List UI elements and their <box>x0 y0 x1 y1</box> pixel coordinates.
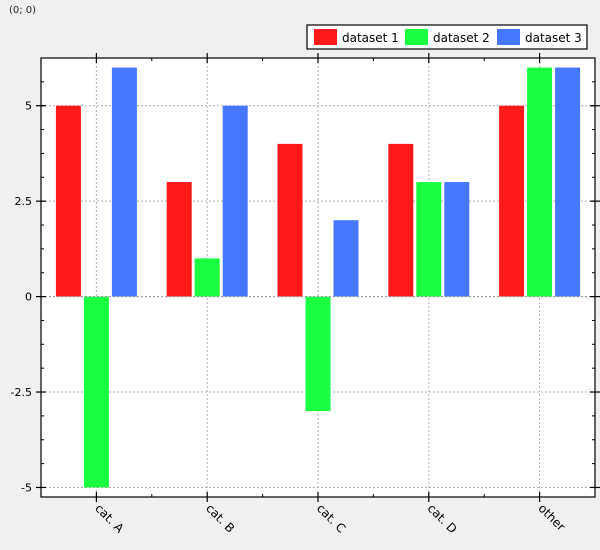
legend-label: dataset 3 <box>525 31 582 45</box>
legend-swatch <box>405 29 428 45</box>
legend-swatch <box>497 29 520 45</box>
legend-swatch <box>314 29 337 45</box>
y-tick-label: 5 <box>25 100 32 113</box>
coordinate-readout: (0; 0) <box>9 5 37 16</box>
legend-label: dataset 2 <box>433 31 490 45</box>
bar-dataset-3-4 <box>555 67 581 297</box>
bar-dataset-1-3 <box>388 143 414 297</box>
bar-dataset-1-0 <box>55 105 81 297</box>
legend-box <box>306 24 588 50</box>
bar-dataset-3-1 <box>222 105 248 297</box>
y-tick-label: 0 <box>25 291 32 304</box>
bar-dataset-2-3 <box>416 182 442 297</box>
y-tick-label: -2.5 <box>11 386 32 399</box>
y-tick-label: -5 <box>21 481 32 494</box>
legend: dataset 1 dataset 2 dataset 3 <box>306 24 588 50</box>
y-tick-label: 2.5 <box>15 195 33 208</box>
x-tick-label: cat. A <box>92 501 127 536</box>
bar-dataset-3-2 <box>333 220 359 297</box>
bar-dataset-3-3 <box>444 182 470 297</box>
bar-dataset-2-0 <box>83 296 109 488</box>
x-tick-label: other <box>535 501 568 534</box>
x-tick-label: cat. C <box>314 501 348 535</box>
bar-dataset-3-0 <box>111 67 137 297</box>
bar-dataset-2-2 <box>305 296 331 412</box>
bar-dataset-1-4 <box>499 105 525 297</box>
bar-dataset-2-4 <box>527 67 553 297</box>
bar-dataset-2-1 <box>194 258 220 297</box>
bar-dataset-1-1 <box>166 182 192 297</box>
bar-dataset-1-2 <box>277 143 303 297</box>
bars <box>55 67 581 488</box>
x-tick-label: cat. D <box>425 501 460 536</box>
legend-label: dataset 1 <box>342 31 399 45</box>
y-axis: -5 -2.5 0 2.5 5 <box>11 57 600 494</box>
x-tick-label: cat. B <box>203 501 237 535</box>
